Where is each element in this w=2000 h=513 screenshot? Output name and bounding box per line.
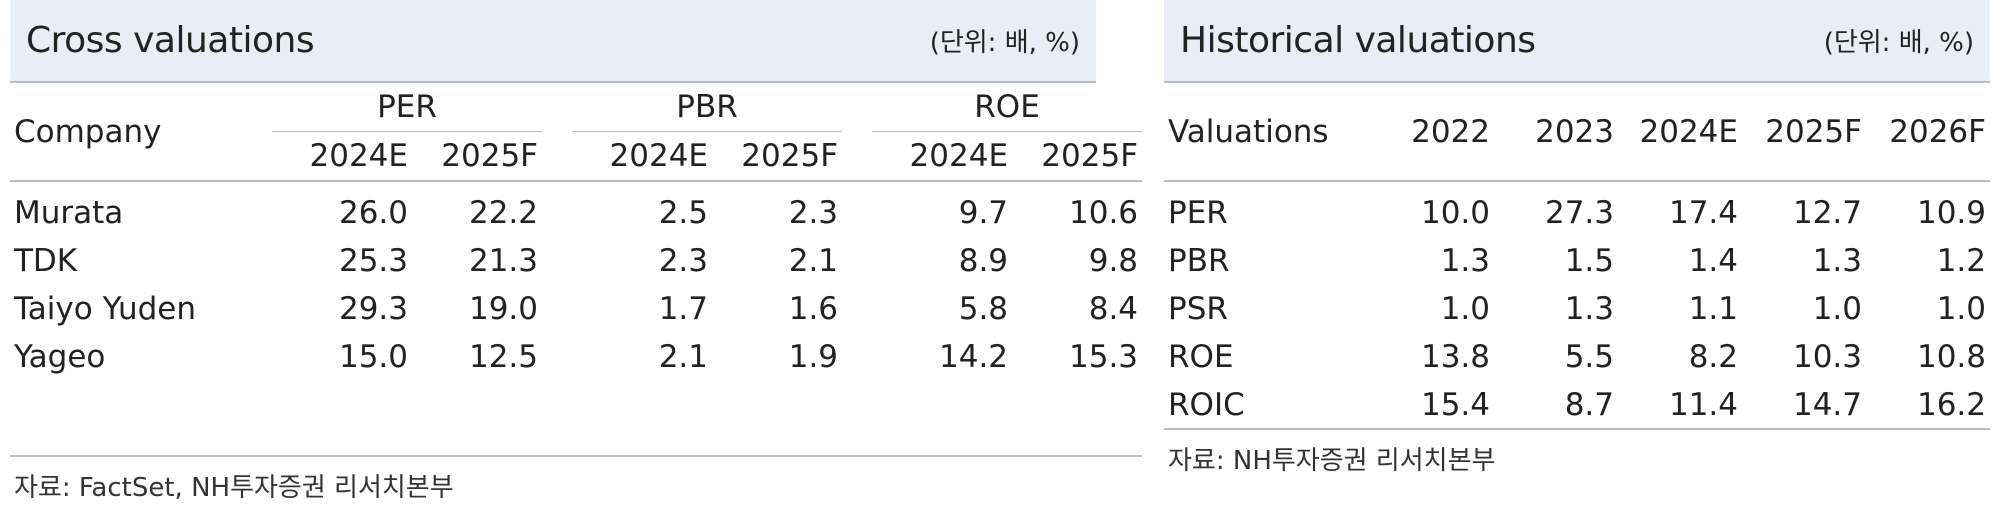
value-cell: 13.8 (1420, 339, 1490, 375)
value-cell: 10.0 (1420, 195, 1490, 231)
value-cell: 25.3 (338, 243, 408, 279)
value-cell: 1.9 (788, 339, 839, 375)
table-row: Taiyo Yuden 29.3 19.0 1.7 1.6 5.8 8.4 (10, 285, 1142, 333)
value-cell: 1.6 (788, 291, 839, 327)
value-cell: 1.4 (1688, 243, 1738, 279)
value-cell: 26.0 (338, 195, 408, 231)
value-cell: 1.1 (1688, 291, 1738, 327)
value-cell: 1.3 (1564, 291, 1614, 327)
historical-valuations-panel: Historical valuations (단위: 배, %) Valuati… (1164, 0, 1990, 477)
group-header-roe: ROE (872, 83, 1143, 132)
value-cell: 1.7 (658, 291, 709, 327)
value-cell: 8.4 (1088, 291, 1139, 327)
value-cell: 10.6 (1069, 195, 1139, 231)
historical-unit: (단위: 배, %) (1823, 28, 1974, 58)
year-header: 2025F (1765, 113, 1862, 150)
table-row: PER 10.0 27.3 17.4 12.7 10.9 (1164, 189, 1990, 237)
historical-valuations-table: Valuations 2022 2023 2024E 2025F 2026F P… (1164, 83, 1990, 430)
table-row: PBR 1.3 1.5 1.4 1.3 1.2 (1164, 237, 1990, 285)
metric-name: PBR (1168, 243, 1230, 279)
value-cell: 17.4 (1668, 195, 1738, 231)
metric-name: ROE (1168, 339, 1234, 375)
value-cell: 1.3 (1440, 243, 1490, 279)
valuations-header: Valuations (1168, 113, 1329, 150)
value-cell: 14.7 (1792, 386, 1862, 423)
historical-title: Historical valuations (1180, 20, 1536, 61)
value-cell: 19.0 (468, 291, 539, 327)
company-name: Murata (14, 195, 124, 231)
year-header: 2025F (441, 137, 539, 174)
table-row: Yageo 15.0 12.5 2.1 1.9 14.2 15.3 (10, 333, 1142, 381)
cross-unit: (단위: 배, %) (929, 28, 1080, 58)
value-cell: 16.2 (1916, 386, 1986, 423)
value-cell: 22.2 (468, 195, 539, 231)
table-row: ROE 13.8 5.5 8.2 10.3 10.8 (1164, 333, 1990, 381)
value-cell: 8.7 (1564, 386, 1614, 423)
historical-title-bar: Historical valuations (단위: 배, %) (1164, 0, 1990, 83)
value-cell: 15.3 (1069, 339, 1139, 375)
value-cell: 12.5 (468, 339, 539, 375)
value-cell: 1.3 (1812, 243, 1862, 279)
metric-name: ROIC (1168, 386, 1245, 423)
year-header: 2022 (1411, 113, 1490, 150)
value-cell: 2.3 (658, 243, 709, 279)
value-cell: 2.5 (658, 195, 709, 231)
value-cell: 14.2 (939, 339, 1009, 375)
value-cell: 10.8 (1916, 339, 1986, 375)
cross-title: Cross valuations (26, 20, 315, 61)
year-header: 2026F (1889, 113, 1986, 150)
value-cell: 11.4 (1668, 386, 1738, 423)
value-cell: 15.4 (1420, 386, 1490, 423)
cross-valuations-table: Company PER PBR ROE 2024E 2025F 2024E 20… (10, 83, 1143, 457)
value-cell: 9.7 (958, 195, 1009, 231)
metric-name: PSR (1168, 291, 1228, 327)
value-cell: 2.1 (788, 243, 839, 279)
company-header: Company (14, 113, 162, 150)
cross-valuations-panel: Cross valuations (단위: 배, %) Company PER … (10, 0, 1143, 504)
value-cell: 21.3 (468, 243, 539, 279)
cross-title-bar: Cross valuations (단위: 배, %) (10, 0, 1096, 83)
company-name: Taiyo Yuden (14, 291, 197, 327)
value-cell: 9.8 (1088, 243, 1139, 279)
year-header: 2024E (309, 137, 408, 174)
value-cell: 8.9 (958, 243, 1009, 279)
table-row: TDK 25.3 21.3 2.3 2.1 8.9 9.8 (10, 237, 1142, 285)
table-row: PSR 1.0 1.3 1.1 1.0 1.0 (1164, 285, 1990, 333)
value-cell: 5.8 (958, 291, 1009, 327)
group-header-pbr: PBR (572, 83, 843, 132)
value-cell: 12.7 (1792, 195, 1862, 231)
value-cell: 1.2 (1936, 243, 1986, 279)
value-cell: 1.0 (1440, 291, 1490, 327)
value-cell: 2.3 (788, 195, 839, 231)
year-header: 2024E (609, 137, 709, 174)
value-cell: 15.0 (338, 339, 408, 375)
value-cell: 1.0 (1812, 291, 1862, 327)
value-cell: 8.2 (1688, 339, 1738, 375)
year-header: 2025F (1041, 137, 1139, 174)
year-header: 2025F (741, 137, 839, 174)
historical-source-note: 자료: NH투자증권 리서치본부 (1168, 446, 1496, 476)
year-header: 2024E (1639, 113, 1738, 150)
company-name: Yageo (14, 339, 106, 375)
value-cell: 29.3 (338, 291, 408, 327)
table-row: ROIC 15.4 8.7 11.4 14.7 16.2 (1164, 381, 1990, 429)
group-header-per: PER (272, 83, 543, 132)
value-cell: 27.3 (1544, 195, 1614, 231)
value-cell: 1.5 (1564, 243, 1614, 279)
value-cell: 5.5 (1564, 339, 1614, 375)
table-row: Murata 26.0 22.2 2.5 2.3 9.7 10.6 (10, 189, 1142, 237)
company-name: TDK (14, 243, 78, 279)
year-header: 2023 (1535, 113, 1614, 150)
value-cell: 10.3 (1792, 339, 1862, 375)
value-cell: 10.9 (1916, 195, 1986, 231)
value-cell: 2.1 (658, 339, 709, 375)
cross-source-note: 자료: FactSet, NH투자증권 리서치본부 (14, 473, 454, 503)
value-cell: 1.0 (1936, 291, 1986, 327)
metric-name: PER (1168, 195, 1228, 231)
year-header: 2024E (909, 137, 1009, 174)
